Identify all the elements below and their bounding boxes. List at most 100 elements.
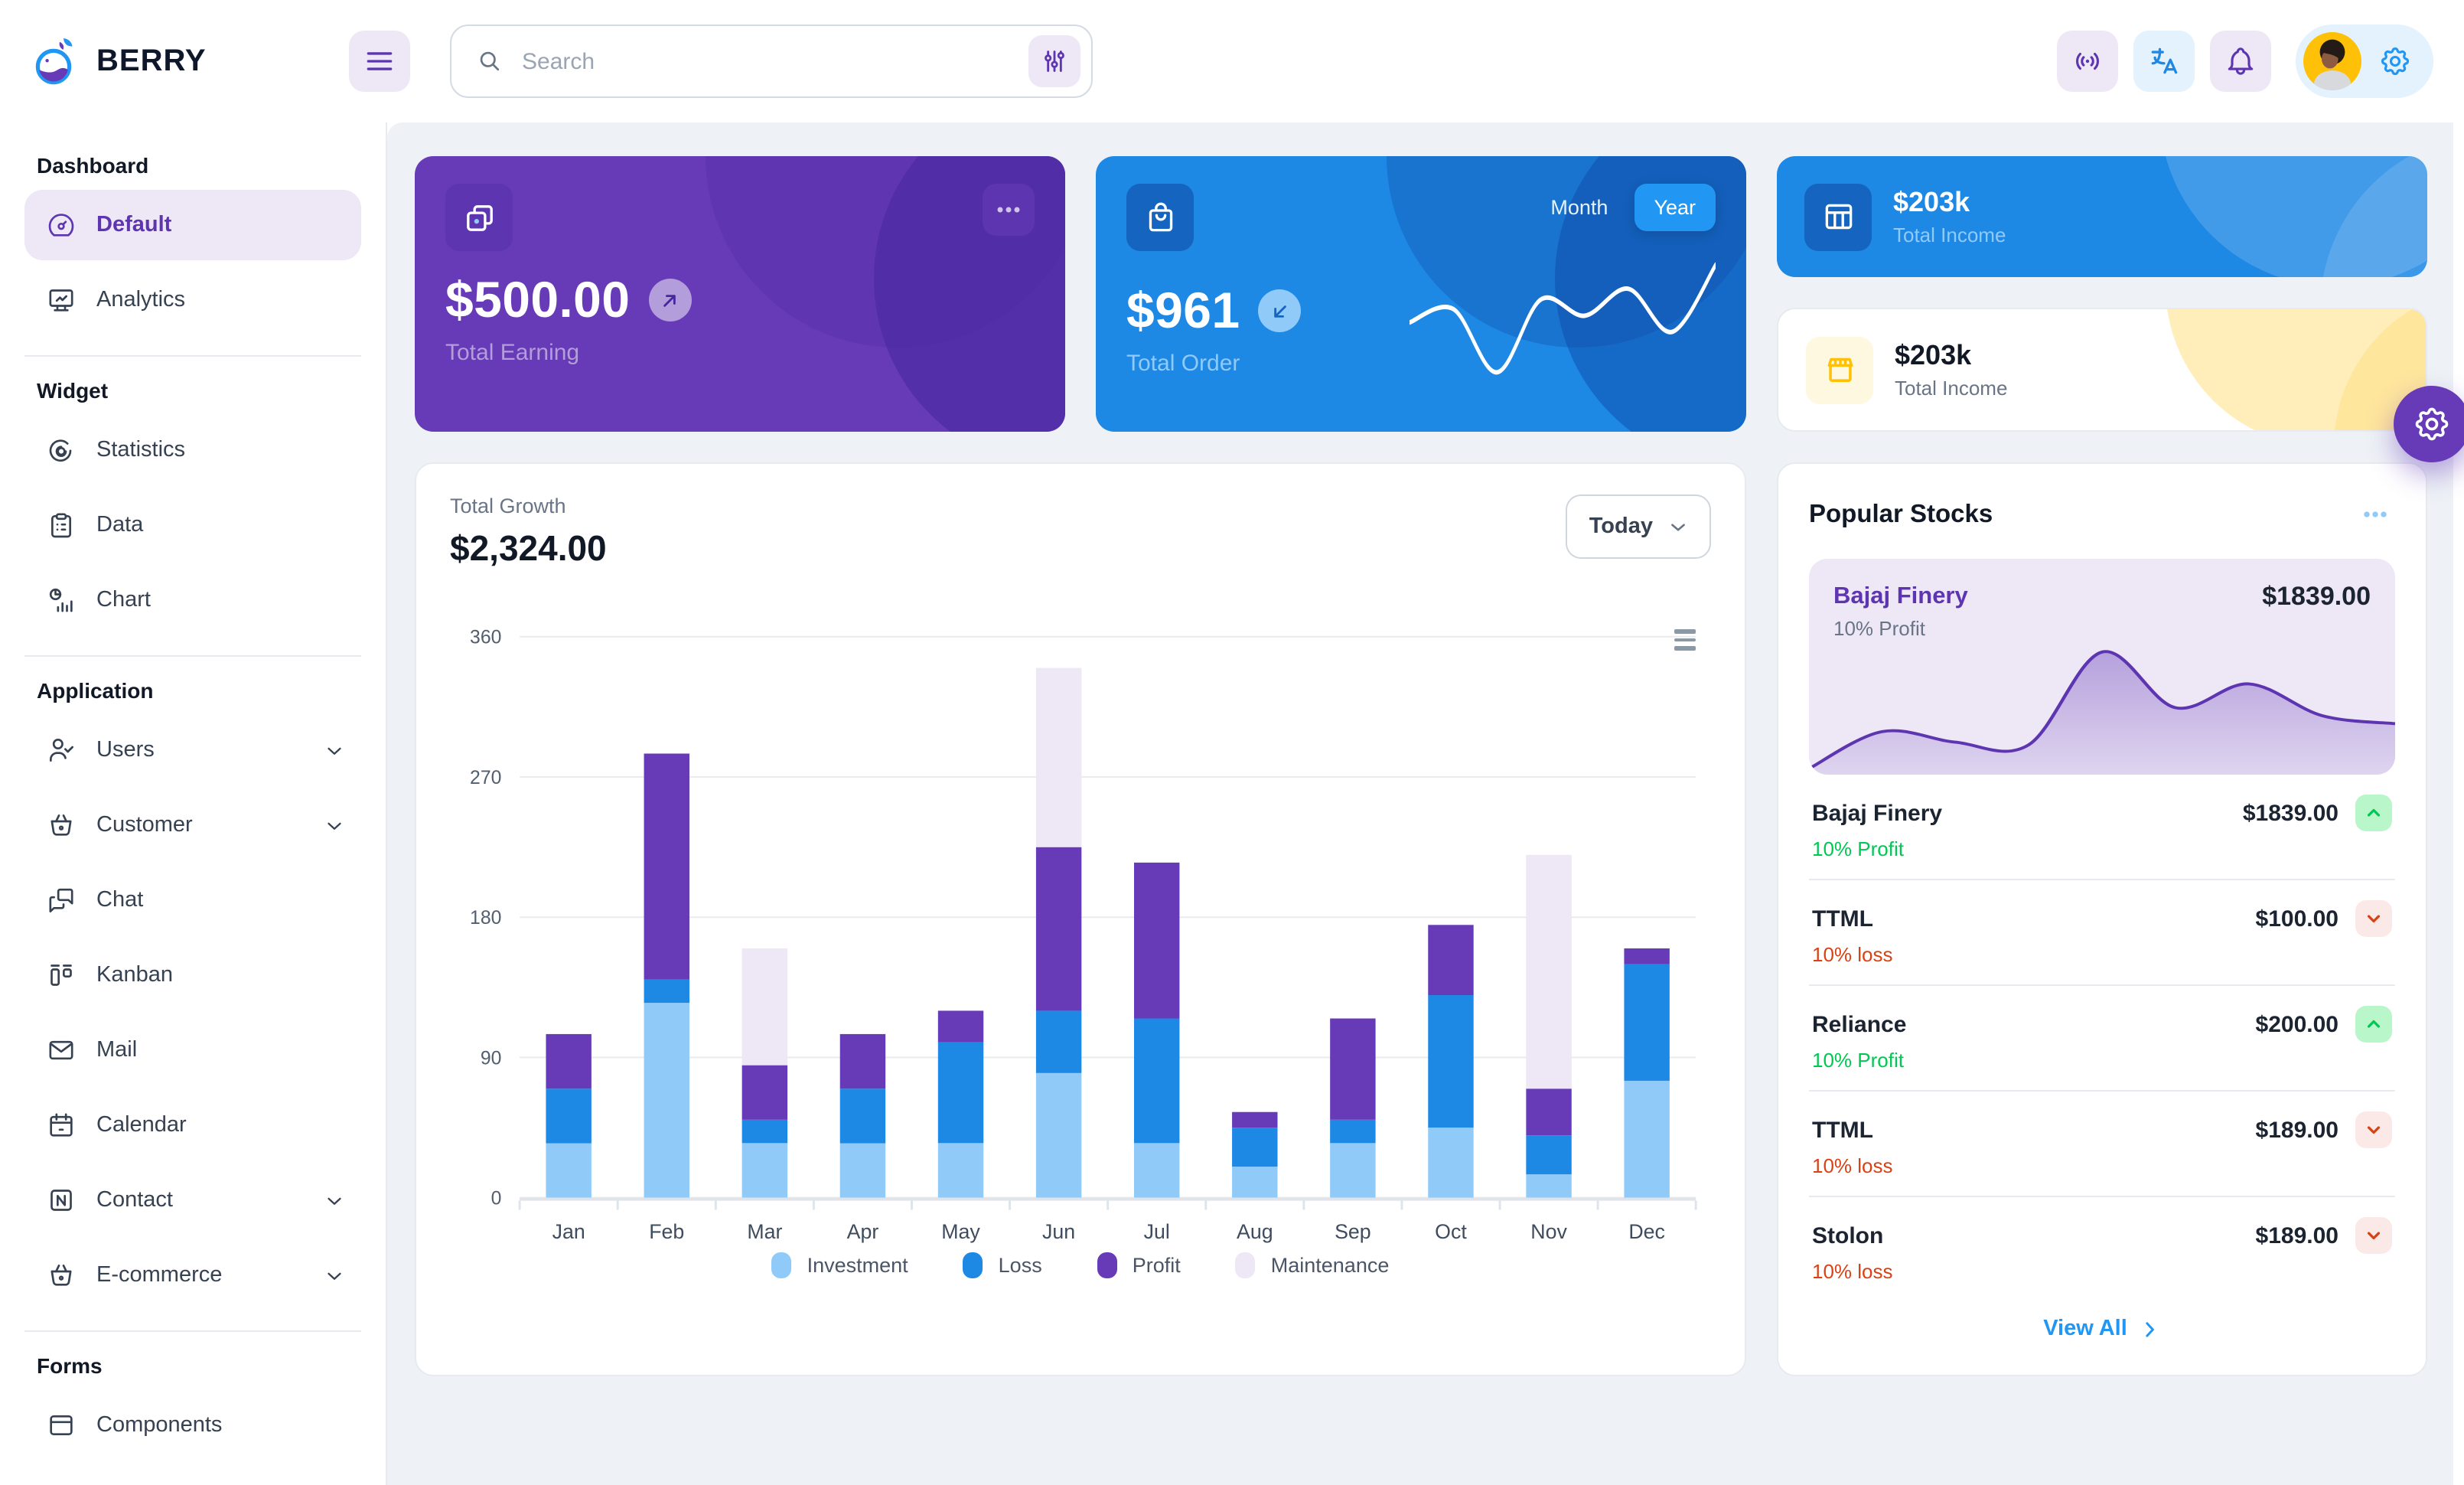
- total-earning-amount: $500.00: [445, 271, 631, 328]
- broadcast-button[interactable]: [2057, 31, 2118, 92]
- order-month-toggle[interactable]: Month: [1530, 184, 1628, 231]
- svg-text:May: May: [941, 1220, 980, 1243]
- stock-trend-chip: [2355, 795, 2392, 831]
- legend-item-loss[interactable]: Loss: [963, 1252, 1042, 1279]
- profile-menu[interactable]: [2296, 24, 2433, 98]
- legend-item-maintenance[interactable]: Maintenance: [1235, 1252, 1389, 1279]
- stock-change: 10% Profit: [1812, 1049, 1904, 1072]
- svg-text:270: 270: [470, 768, 501, 788]
- stock-list: Bajaj Finery $1839.00 10% Profit TTML $1…: [1809, 775, 2395, 1301]
- earning-more-button[interactable]: [983, 184, 1035, 236]
- kanban-icon: [51, 964, 72, 986]
- more-horizontal-icon: [997, 207, 1020, 213]
- stock-trend-chip: [2355, 1111, 2392, 1148]
- view-all-link[interactable]: View All: [1809, 1301, 2395, 1344]
- chart-icon: [49, 588, 73, 612]
- stock-name: Bajaj Finery: [1812, 800, 1943, 826]
- table-icon: [1804, 183, 1872, 250]
- total-order-amount: $961: [1126, 282, 1240, 338]
- stock-row-reliance-2: Reliance $200.00 10% Profit: [1809, 986, 2395, 1092]
- legend-marker: [1235, 1252, 1256, 1279]
- adjustments-icon: [1045, 51, 1064, 72]
- legend-item-profit[interactable]: Profit: [1097, 1252, 1181, 1279]
- stocks-more-button[interactable]: [2355, 494, 2395, 534]
- svg-text:0: 0: [491, 1189, 502, 1209]
- legend-item-investment[interactable]: Investment: [771, 1252, 908, 1279]
- sidebar-item-label: Analytics: [96, 288, 186, 312]
- sidebar-item-statistics[interactable]: Statistics: [24, 415, 361, 485]
- data-icon: [51, 513, 71, 538]
- svg-text:Apr: Apr: [847, 1220, 879, 1243]
- sidebar-item-kanban[interactable]: Kanban: [24, 940, 361, 1010]
- svg-text:Feb: Feb: [649, 1220, 684, 1243]
- stock-row-stolon-4: Stolon $189.00 10% loss: [1809, 1197, 2395, 1301]
- total-growth-panel: Total Growth $2,324.00 Today 0 90 180 270 36…: [415, 462, 1746, 1376]
- notification-bell-button[interactable]: [2210, 31, 2271, 92]
- sidebar-item-label: Components: [96, 1413, 223, 1438]
- stocks-title: Popular Stocks: [1809, 500, 1993, 527]
- featured-stock-change: 10% Profit: [1833, 617, 1925, 640]
- sidebar-item-data[interactable]: Data: [24, 490, 361, 560]
- gear-icon: [2415, 407, 2449, 441]
- sidebar: Dashboard Default Analytics Widget Statistic…: [0, 122, 387, 1485]
- language-button[interactable]: [2133, 31, 2195, 92]
- total-order-label: Total Order: [1126, 351, 1240, 377]
- period-select[interactable]: Today: [1566, 494, 1711, 559]
- sidebar-item-calendar[interactable]: Calendar: [24, 1090, 361, 1160]
- stock-row-ttml-1: TTML $100.00 10% loss: [1809, 880, 2395, 986]
- chevron-down-icon: [328, 821, 341, 829]
- chevron-down-icon: [328, 1271, 341, 1279]
- sidebar-item-label: Users: [96, 738, 155, 762]
- customizer-fab-button[interactable]: [2394, 386, 2464, 462]
- trend-down-icon: [1258, 289, 1302, 332]
- sidebar-item-users[interactable]: Users: [24, 715, 361, 785]
- brand-logo[interactable]: BERRY: [31, 35, 349, 87]
- statistics-icon: [49, 439, 72, 462]
- legend-marker: [963, 1252, 983, 1279]
- chevron-up-icon: [2367, 1020, 2381, 1028]
- customer-icon: [51, 814, 72, 836]
- sidebar-divider: [24, 655, 361, 657]
- chart-menu-button[interactable]: [1668, 623, 1702, 656]
- sidebar-item-chart[interactable]: Chart: [24, 565, 361, 635]
- sidebar-item-label: Customer: [96, 813, 193, 837]
- sidebar-item-mail[interactable]: Mail: [24, 1015, 361, 1085]
- sidebar-item-label: Data: [96, 513, 144, 537]
- scrollbar[interactable]: [2453, 122, 2464, 1485]
- featured-stock-card: Bajaj Finery $1839.00 10% Profit: [1809, 559, 2395, 775]
- mail-icon: [49, 1040, 73, 1060]
- chevron-down-icon: [2367, 1232, 2381, 1240]
- sidebar-item-analytics[interactable]: Analytics: [24, 265, 361, 335]
- stock-row-ttml-3: TTML $189.00 10% loss: [1809, 1092, 2395, 1197]
- total-income-dark-amount: $203k: [1893, 187, 1970, 217]
- stock-row-bajaj-finery-0: Bajaj Finery $1839.00 10% Profit: [1809, 775, 2395, 880]
- svg-text:Aug: Aug: [1237, 1220, 1273, 1243]
- app-header: BERRY: [0, 0, 2464, 122]
- sidebar-item-components[interactable]: Components: [24, 1390, 361, 1461]
- stock-price: $200.00: [2255, 1011, 2339, 1037]
- stock-trend-chip: [2355, 900, 2392, 937]
- order-period-toggle: Month Year: [1530, 184, 1716, 231]
- sidebar-item-default[interactable]: Default: [24, 190, 361, 260]
- sidebar-item-e-commerce[interactable]: E-commerce: [24, 1240, 361, 1310]
- total-income-dark-card: $203k Total Income: [1777, 156, 2427, 277]
- sidebar-toggle-button[interactable]: [349, 31, 410, 92]
- total-earning-card: $500.00 Total Earning: [415, 156, 1065, 432]
- chart-legend: Investment Loss Profit Maintenance: [450, 1252, 1711, 1279]
- order-year-toggle[interactable]: Year: [1634, 184, 1716, 231]
- settings-gear-icon: [2381, 47, 2410, 76]
- sidebar-item-chat[interactable]: Chat: [24, 865, 361, 935]
- sidebar-item-customer[interactable]: Customer: [24, 790, 361, 860]
- search-filter-button[interactable]: [1028, 35, 1080, 87]
- total-income-dark-label: Total Income: [1893, 224, 2006, 246]
- stock-change: 10% loss: [1812, 1260, 1893, 1283]
- svg-text:90: 90: [481, 1048, 502, 1069]
- search-field: [450, 24, 1093, 98]
- order-sparkline-chart: [1409, 262, 1716, 375]
- sidebar-item-contact[interactable]: Contact: [24, 1165, 361, 1235]
- search-input[interactable]: [519, 47, 1013, 76]
- chat-icon: [49, 888, 73, 912]
- chevron-up-icon: [2367, 808, 2381, 817]
- main-content: $500.00 Total Earning: [387, 122, 2464, 1485]
